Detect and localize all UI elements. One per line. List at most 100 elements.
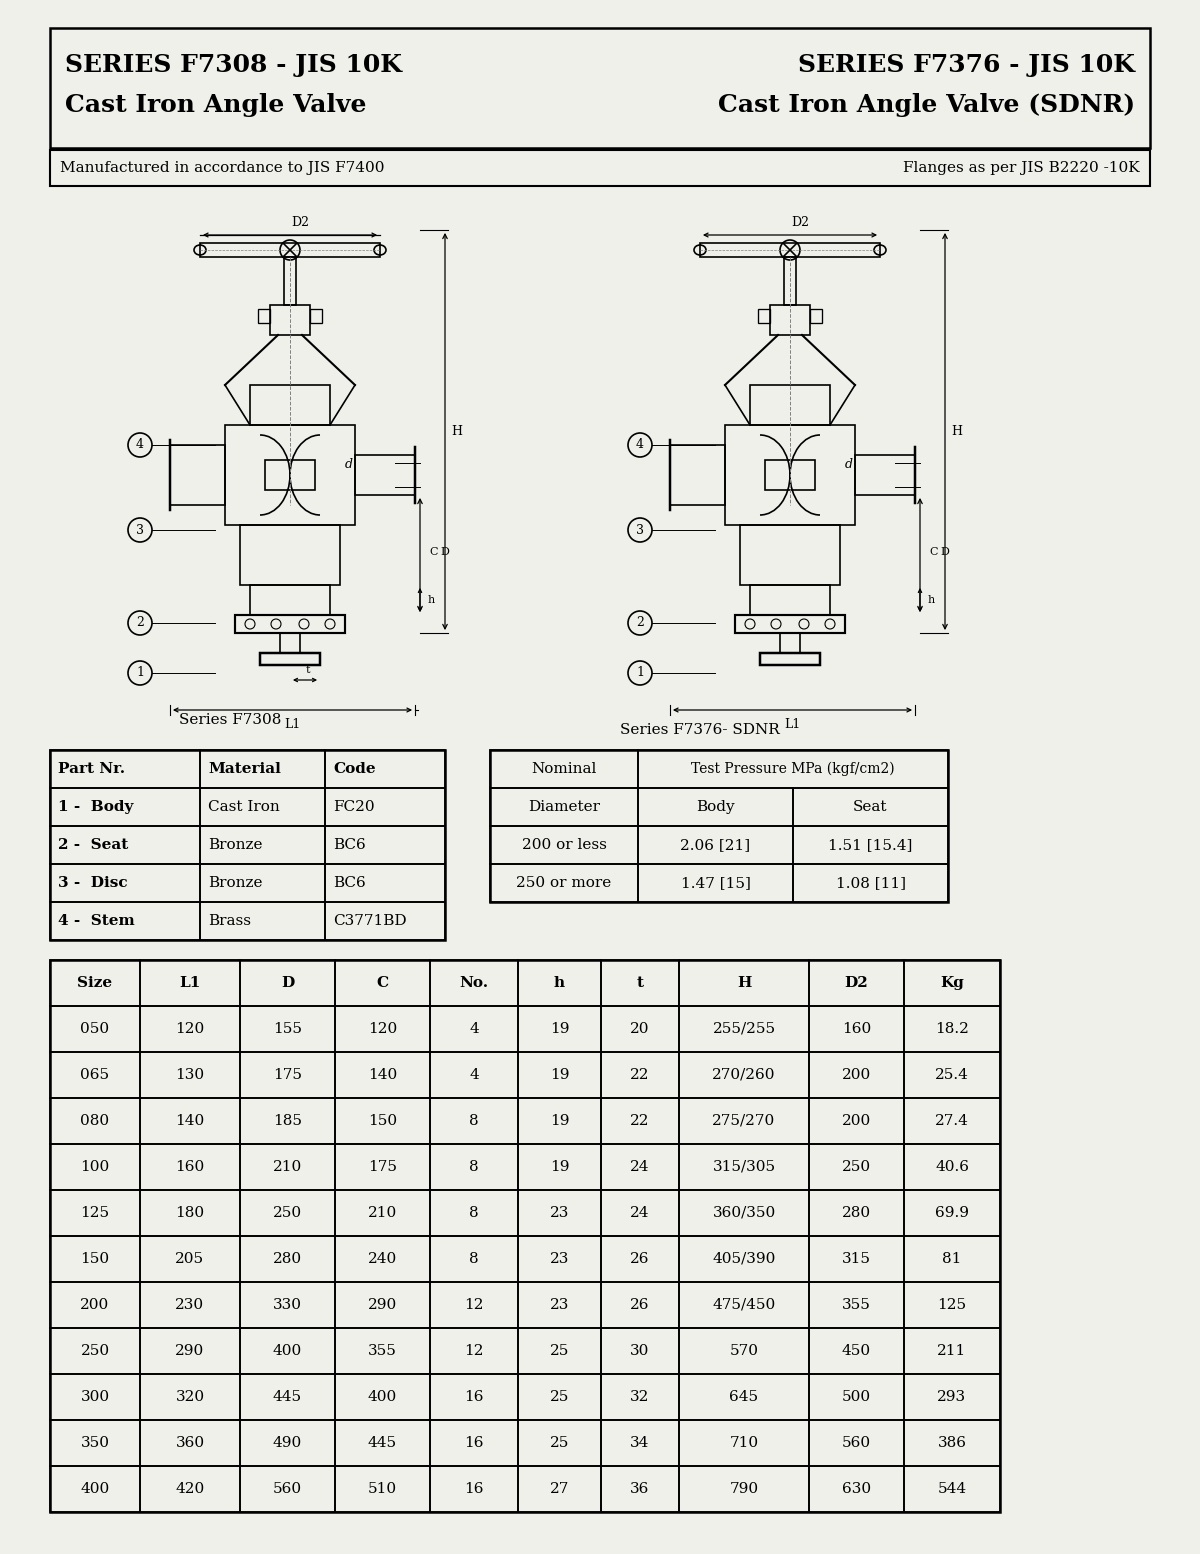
Text: 4: 4 — [469, 1023, 479, 1037]
Bar — [518, 1235, 601, 1282]
Text: 200 or less: 200 or less — [522, 838, 606, 852]
Text: 210: 210 — [272, 1159, 302, 1173]
Text: Seat: Seat — [853, 800, 888, 814]
Text: 2: 2 — [636, 617, 644, 629]
Bar — [601, 1420, 679, 1465]
Bar — [50, 1282, 140, 1329]
Bar — [638, 788, 793, 827]
Bar — [679, 1144, 809, 1190]
Bar — [140, 1282, 240, 1329]
Bar — [240, 1144, 335, 1190]
Bar — [750, 584, 830, 615]
Bar — [335, 1282, 430, 1329]
Bar — [140, 1420, 240, 1465]
Text: 290: 290 — [368, 1298, 397, 1312]
Bar — [50, 1420, 140, 1465]
Bar — [50, 901, 200, 940]
Bar — [430, 1465, 518, 1512]
Bar — [725, 424, 854, 525]
Bar — [679, 1235, 809, 1282]
Text: 280: 280 — [272, 1253, 302, 1267]
Bar — [809, 1144, 904, 1190]
Text: 2 -  Seat: 2 - Seat — [58, 838, 128, 852]
Bar — [50, 151, 1150, 186]
Bar — [250, 385, 330, 424]
Text: h: h — [928, 595, 935, 605]
Bar — [601, 1005, 679, 1052]
Text: 1: 1 — [636, 667, 644, 679]
Bar — [200, 901, 325, 940]
Text: Bronze: Bronze — [208, 876, 263, 890]
Text: 050: 050 — [80, 1023, 109, 1037]
Bar — [170, 444, 226, 505]
Bar — [740, 525, 840, 584]
Bar — [809, 1329, 904, 1374]
Text: 69.9: 69.9 — [935, 1206, 970, 1220]
Text: 790: 790 — [730, 1483, 758, 1497]
Text: Manufactured in accordance to JIS F7400: Manufactured in accordance to JIS F7400 — [60, 162, 384, 176]
Bar — [679, 1329, 809, 1374]
Bar — [430, 1235, 518, 1282]
Bar — [335, 1235, 430, 1282]
Bar — [50, 788, 200, 827]
Bar — [240, 525, 340, 584]
Text: 1.47 [15]: 1.47 [15] — [680, 876, 750, 890]
Text: Cast Iron: Cast Iron — [208, 800, 280, 814]
Bar — [679, 1420, 809, 1465]
Bar — [284, 256, 296, 305]
Bar — [270, 305, 310, 336]
Bar — [430, 1052, 518, 1099]
Bar — [601, 1282, 679, 1329]
Bar — [50, 960, 140, 1005]
Text: 19: 19 — [550, 1114, 569, 1128]
Text: 120: 120 — [175, 1023, 205, 1037]
Bar — [854, 455, 916, 496]
Bar — [240, 1235, 335, 1282]
Bar — [50, 1052, 140, 1099]
Bar — [679, 1374, 809, 1420]
Text: 160: 160 — [842, 1023, 871, 1037]
Text: 230: 230 — [175, 1298, 204, 1312]
Text: 080: 080 — [80, 1114, 109, 1128]
Text: 19: 19 — [550, 1023, 569, 1037]
Text: 510: 510 — [368, 1483, 397, 1497]
Text: L1: L1 — [284, 718, 301, 732]
Text: 200: 200 — [80, 1298, 109, 1312]
Bar — [430, 1005, 518, 1052]
Text: 125: 125 — [937, 1298, 966, 1312]
Bar — [335, 1005, 430, 1052]
Text: 12: 12 — [464, 1298, 484, 1312]
Text: D2: D2 — [292, 216, 310, 230]
Text: 8: 8 — [469, 1114, 479, 1128]
Text: 210: 210 — [368, 1206, 397, 1220]
Text: Flanges as per JIS B2220 -10K: Flanges as per JIS B2220 -10K — [904, 162, 1140, 176]
Text: 27.4: 27.4 — [935, 1114, 968, 1128]
Bar — [50, 1235, 140, 1282]
Bar — [240, 1005, 335, 1052]
Text: Diameter: Diameter — [528, 800, 600, 814]
Bar — [50, 28, 1150, 148]
Bar — [140, 1374, 240, 1420]
Text: D: D — [940, 547, 949, 556]
Text: 500: 500 — [842, 1389, 871, 1403]
Bar — [904, 1329, 1000, 1374]
Bar — [140, 1465, 240, 1512]
Bar — [490, 864, 638, 901]
Text: SERIES F7308 - JIS 10K: SERIES F7308 - JIS 10K — [65, 53, 402, 78]
Bar — [50, 1005, 140, 1052]
Text: 200: 200 — [842, 1114, 871, 1128]
Text: 36: 36 — [630, 1483, 649, 1497]
Text: 16: 16 — [464, 1389, 484, 1403]
Text: 710: 710 — [730, 1436, 758, 1450]
Bar — [240, 1099, 335, 1144]
Text: Nominal: Nominal — [532, 761, 596, 775]
Bar — [325, 864, 445, 901]
Text: h: h — [554, 976, 565, 990]
Text: L1: L1 — [179, 976, 200, 990]
Bar — [784, 256, 796, 305]
Text: 8: 8 — [469, 1206, 479, 1220]
Text: C: C — [377, 976, 389, 990]
Bar — [601, 1329, 679, 1374]
Text: 355: 355 — [368, 1344, 397, 1358]
Text: SERIES F7376 - JIS 10K: SERIES F7376 - JIS 10K — [798, 53, 1135, 78]
